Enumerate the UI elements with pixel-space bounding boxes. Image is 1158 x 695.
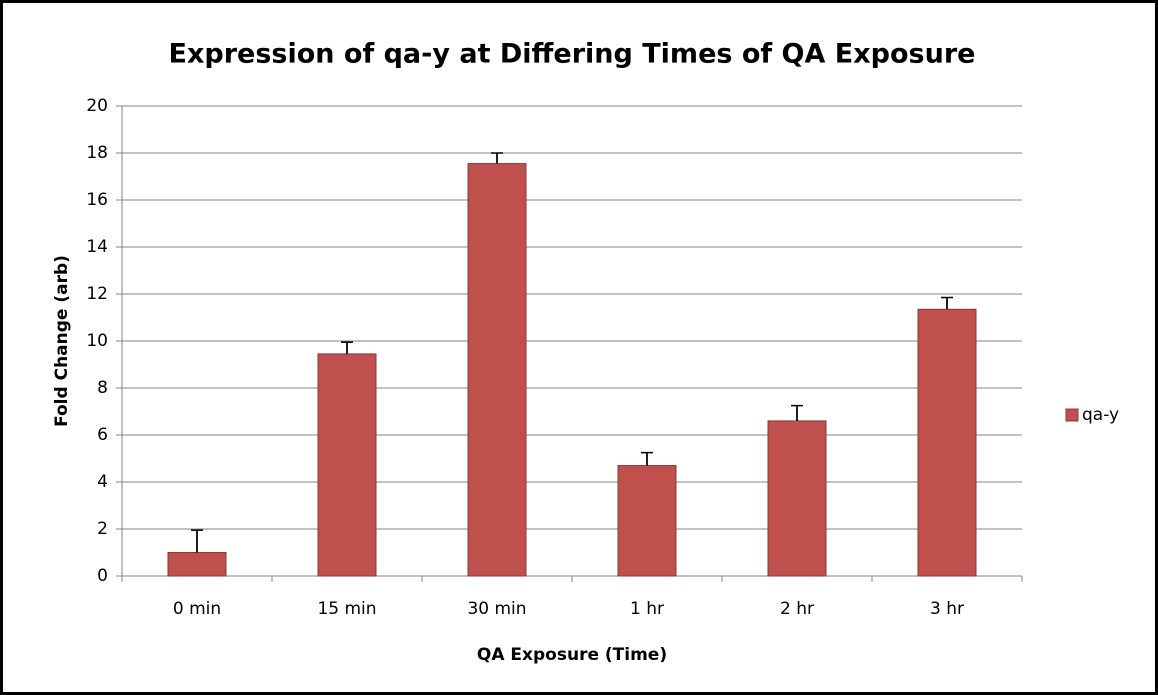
x-tick-label: 0 min [173,599,221,619]
y-tick-label: 8 [97,378,108,398]
y-tick-label: 20 [86,96,108,116]
y-tick-label: 2 [97,519,108,539]
x-tick-label: 3 hr [930,599,964,619]
y-tick-label: 16 [86,190,108,210]
legend-swatch [1065,408,1079,422]
x-tick-label: 1 hr [630,599,664,619]
y-tick-label: 18 [86,143,108,163]
y-tick-label: 0 [97,566,108,586]
bar [917,308,977,577]
y-tick-label: 6 [97,425,108,445]
x-tick-label: 2 hr [780,599,814,619]
y-tick-label: 10 [86,331,108,351]
chart-title: Expression of qa-y at Differing Times of… [169,39,976,70]
bar [317,353,377,577]
bar [467,163,527,577]
bar [767,420,827,577]
bar [167,552,227,577]
legend-label: qa-y [1082,405,1119,425]
x-tick-label: 15 min [317,599,376,619]
x-tick-label: 30 min [467,599,526,619]
y-tick-label: 14 [86,237,108,257]
y-axis-title: Fold Change (arb) [52,255,72,427]
y-tick-label: 4 [97,472,108,492]
bar [617,465,677,577]
x-axis-title: QA Exposure (Time) [477,645,667,665]
y-tick-label: 12 [86,284,108,304]
